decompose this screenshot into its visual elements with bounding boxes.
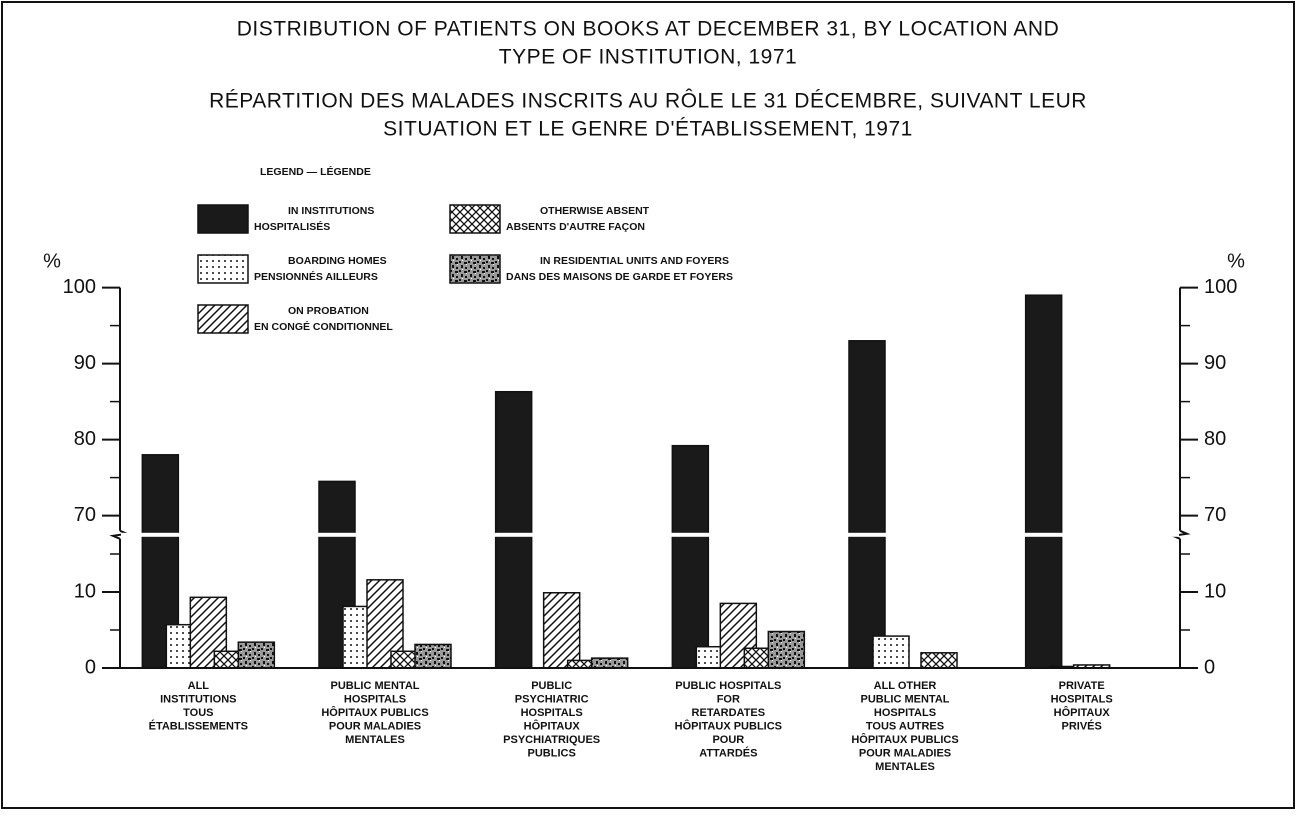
x-tick-label: PSYCHIATRIQUES	[503, 734, 600, 746]
x-tick-label: PUBLIC HOSPITALS	[675, 680, 781, 692]
x-tick-label: PSYCHIATRIC	[515, 693, 589, 705]
x-tick-label: RETARDATES	[692, 707, 766, 719]
y-tick-label: 10	[74, 580, 96, 602]
x-tick-label: HOSPITALS	[1051, 693, 1113, 705]
y-tick-label: 80	[74, 428, 96, 450]
axis-break	[109, 529, 131, 540]
bar	[237, 641, 276, 669]
legend-label: EN CONGÉ CONDITIONNEL	[254, 320, 393, 333]
x-tick-label: POUR MALADIES	[329, 720, 421, 732]
y-tick-label: 0	[1204, 656, 1215, 678]
bar	[1024, 294, 1063, 669]
x-tick-label: TOUS AUTRES	[866, 720, 944, 732]
legend-swatch	[197, 304, 249, 334]
legend-swatch	[197, 204, 249, 234]
x-tick-label: PUBLIC MENTAL	[860, 693, 949, 705]
x-tick-label: HÔPITAUX PUBLICS	[321, 706, 428, 719]
x-tick-label: PRIVATE	[1059, 680, 1105, 692]
x-tick-label: HOSPITALS	[344, 693, 406, 705]
legend-label: OTHERWISE ABSENT	[540, 205, 650, 217]
y-tick-label: 100	[1204, 276, 1237, 298]
y-tick-label: 100	[63, 276, 96, 298]
x-tick-label: HÔPITAUX	[1054, 706, 1111, 719]
legend-swatch	[449, 204, 501, 234]
legend-label: IN INSTITUTIONS	[288, 205, 374, 217]
legend-label: BOARDING HOMES	[288, 255, 387, 267]
x-tick-label: PRIVÉS	[1061, 719, 1101, 732]
legend-label: HOSPITALISÉS	[254, 220, 330, 233]
bar	[671, 444, 710, 669]
x-tick-label: HOSPITALS	[874, 707, 936, 719]
bar	[494, 390, 533, 669]
x-tick-label: MENTALES	[345, 734, 405, 746]
x-tick-label: ALL	[188, 680, 210, 692]
x-tick-label: ALL OTHER	[874, 680, 937, 692]
x-tick-label: POUR	[712, 734, 744, 746]
chart-title: DISTRIBUTION OF PATIENTS ON BOOKS AT DEC…	[237, 18, 1059, 41]
y-unit: %	[1227, 250, 1245, 272]
y-tick-label: 10	[1204, 580, 1226, 602]
y-tick-label: 70	[74, 504, 96, 526]
legend-label: ABSENTS D'AUTRE FAÇON	[506, 221, 645, 233]
y-tick-label: 80	[1204, 428, 1226, 450]
x-tick-label: FOR	[717, 693, 740, 705]
x-tick-label: HÔPITAUX PUBLICS	[675, 719, 782, 732]
x-tick-label: PUBLICS	[528, 747, 576, 759]
y-tick-label: 70	[1204, 504, 1226, 526]
bar	[848, 340, 886, 669]
bar	[767, 630, 806, 669]
x-tick-label: PUBLIC MENTAL	[330, 680, 419, 692]
bar	[920, 652, 958, 669]
bar	[414, 643, 452, 669]
legend-swatch	[197, 254, 249, 284]
axis-break	[1169, 529, 1191, 540]
chart-subtitle: SITUATION ET LE GENRE D'ÉTABLISSEMENT, 1…	[383, 118, 913, 141]
legend-title: LEGEND — LÉGENDE	[260, 165, 371, 178]
y-unit: %	[43, 250, 61, 272]
bar	[542, 592, 581, 669]
chart-title: TYPE OF INSTITUTION, 1971	[499, 46, 797, 69]
y-tick-label: 90	[74, 352, 96, 374]
y-tick-label: 0	[85, 656, 96, 678]
x-tick-label: HÔPITAUX	[524, 719, 581, 732]
x-tick-label: TOUS	[183, 707, 213, 719]
legend-label: PENSIONNÉS AILLEURS	[254, 270, 378, 283]
x-tick-label: MENTALES	[875, 761, 935, 773]
legend-label: ON PROBATION	[288, 305, 369, 317]
x-tick-label: POUR MALADIES	[859, 747, 951, 759]
legend-swatch	[449, 254, 501, 284]
y-tick-label: 90	[1204, 352, 1226, 374]
axis-break-band	[121, 532, 1179, 537]
x-tick-label: HÔPITAUX PUBLICS	[851, 733, 958, 746]
x-tick-label: INSTITUTIONS	[160, 693, 236, 705]
legend-label: DANS DES MAISONS DE GARDE ET FOYERS	[506, 271, 733, 283]
x-tick-label: ÉTABLISSEMENTS	[149, 719, 248, 732]
x-tick-label: ATTARDÉS	[699, 746, 757, 759]
bar	[590, 657, 629, 669]
x-tick-label: HOSPITALS	[521, 707, 583, 719]
bar	[872, 635, 910, 669]
chart-subtitle: RÉPARTITION DES MALADES INSCRITS AU RÔLE…	[209, 90, 1087, 113]
legend-label: IN RESIDENTIAL UNITS AND FOYERS	[540, 255, 729, 267]
x-tick-label: PUBLIC	[531, 680, 572, 692]
